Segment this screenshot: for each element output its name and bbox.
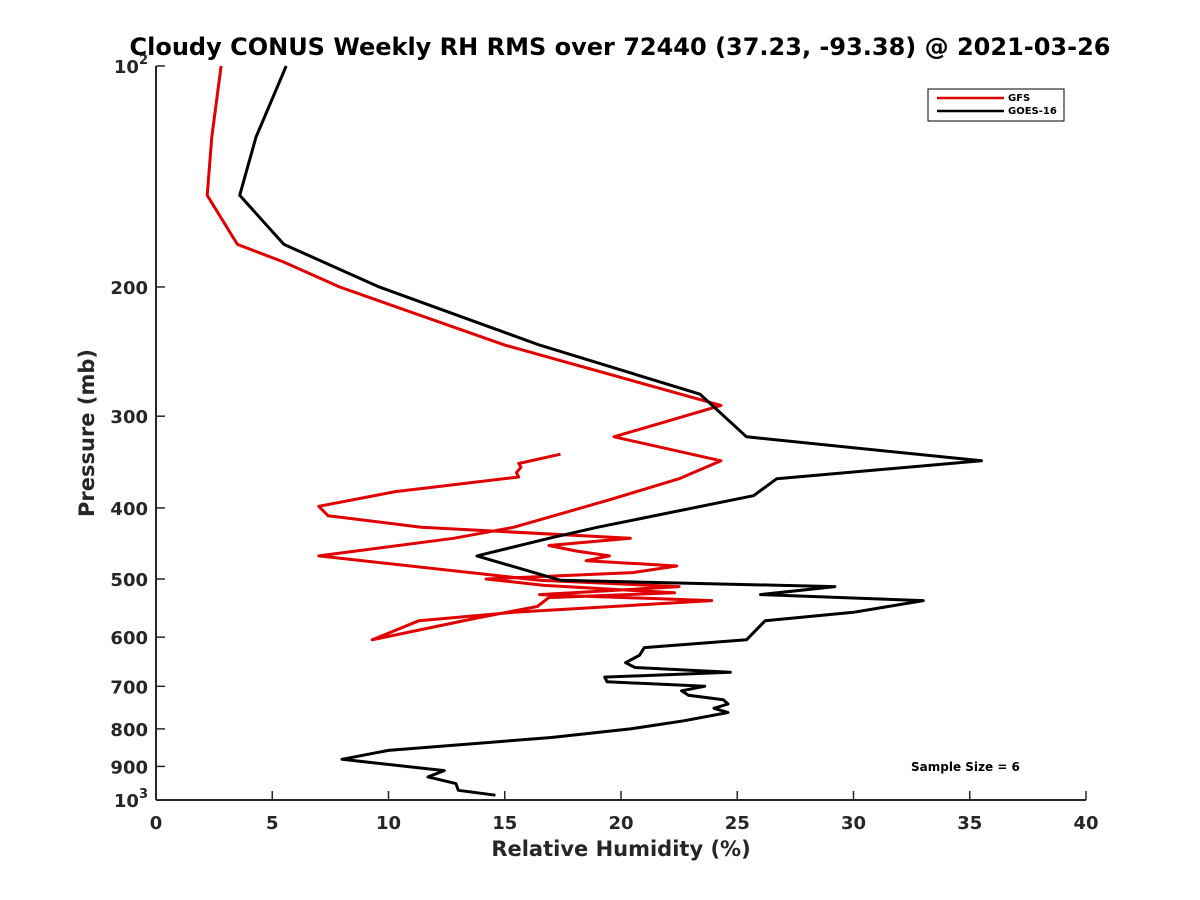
legend-label-gfs: GFS: [1008, 93, 1030, 104]
y-tick-label: 500: [110, 570, 148, 591]
series-line-goes-16: [238, 65, 983, 797]
x-tick-label: 10: [376, 813, 401, 834]
y-tick-label: 600: [110, 628, 148, 649]
y-axis-label: Pressure (mb): [75, 349, 99, 517]
y-tick-label: 700: [110, 677, 148, 698]
y-tick-label: 400: [110, 499, 148, 520]
plot-area: 0 5 10 15 20 25 30 35 40 102 200 300 400 500 600 700 80…: [110, 53, 1098, 834]
y-tick-label: 800: [110, 720, 148, 741]
sample-size-annotation: Sample Size = 6: [911, 760, 1020, 774]
y-tick-label: 200: [110, 278, 148, 299]
y-tick-label: 103: [114, 787, 148, 812]
series-line-gfs: [205, 65, 723, 642]
legend: GFS GOES-16: [927, 88, 1065, 122]
x-tick-label: 0: [150, 813, 163, 834]
x-tick-label: 15: [492, 813, 517, 834]
x-tick-label: 20: [608, 813, 633, 834]
y-ticks: 102 200 300 400 500 600 700 800 900 103: [110, 53, 165, 812]
series-layer: [205, 65, 983, 797]
y-tick-label: 900: [110, 757, 148, 778]
y-tick-label: 300: [110, 407, 148, 428]
y-tick-label: 102: [114, 53, 148, 78]
x-tick-label: 5: [266, 813, 279, 834]
x-tick-label: 25: [725, 813, 750, 834]
chart-title: Cloudy CONUS Weekly RH RMS over 72440 (3…: [130, 33, 1111, 61]
x-tick-label: 35: [957, 813, 982, 834]
x-tick-label: 40: [1073, 813, 1098, 834]
x-axis-label: Relative Humidity (%): [491, 837, 750, 861]
legend-label-goes-16: GOES-16: [1008, 106, 1057, 117]
x-ticks: 0 5 10 15 20 25 30 35 40: [150, 791, 1099, 834]
legend-box: [927, 88, 1065, 122]
x-tick-label: 30: [841, 813, 866, 834]
